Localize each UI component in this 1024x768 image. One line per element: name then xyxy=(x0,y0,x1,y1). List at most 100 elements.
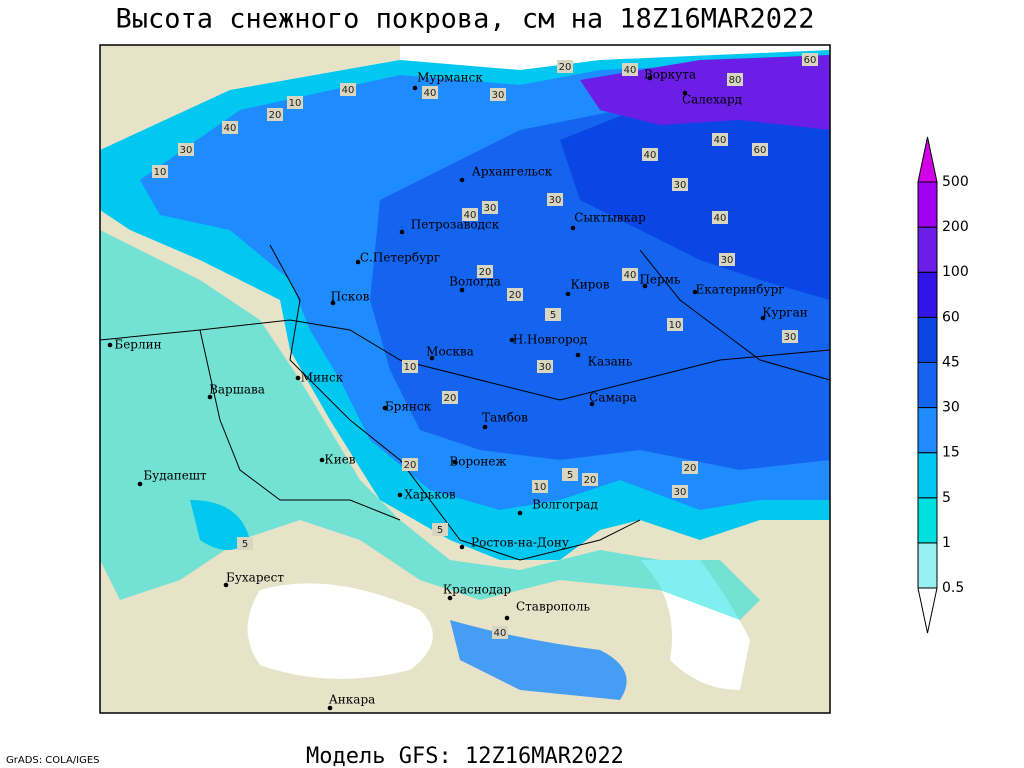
city-dot xyxy=(397,492,403,498)
city-label: Москва xyxy=(426,345,474,359)
contour-label-text: 30 xyxy=(549,195,562,206)
contour-label-box xyxy=(672,178,688,191)
city-label: Псков xyxy=(331,290,370,304)
snow-caucasus xyxy=(450,620,627,700)
contour-label-text: 10 xyxy=(534,482,547,493)
colorbar-segment xyxy=(917,361,938,409)
contour-label: 40 xyxy=(492,626,508,639)
city-label: Брянск xyxy=(385,400,432,414)
city-dot xyxy=(682,90,688,96)
contour-label-box xyxy=(545,308,561,321)
city-dot xyxy=(412,85,418,91)
contour-label-box xyxy=(622,268,638,281)
contour-label-box xyxy=(672,485,688,498)
contour-label: 20 xyxy=(682,461,698,474)
contour-label-box xyxy=(582,473,598,486)
contour-label-box xyxy=(340,83,356,96)
contour-label: 20 xyxy=(582,473,598,486)
city-dot xyxy=(517,510,523,516)
contour-label-box xyxy=(727,73,743,86)
colorbar-segment xyxy=(917,271,938,318)
contour-label-text: 40 xyxy=(224,123,237,134)
city-dot xyxy=(295,375,301,381)
contour-label-box xyxy=(402,360,418,373)
city-label: Воронеж xyxy=(449,455,506,469)
contour-label-text: 30 xyxy=(674,180,687,191)
contour-label-text: 20 xyxy=(584,475,597,486)
contour-label: 10 xyxy=(152,165,168,178)
city-dot xyxy=(223,582,229,588)
contour-label-text: 40 xyxy=(714,135,727,146)
city-label: Киев xyxy=(324,453,355,467)
colorbar-label: 500 xyxy=(942,174,969,190)
contour-label: 30 xyxy=(672,485,688,498)
city-label: Волгоград xyxy=(532,498,598,512)
city-label: Краснодар xyxy=(443,583,512,597)
contour-label: 60 xyxy=(752,143,768,156)
city-label: С.Петербург xyxy=(360,251,440,265)
colorbar-label: 15 xyxy=(942,445,960,461)
map: 20 40 80 60 40 20 30 40 10 40 30 40 60 40 30 10 30 40 30 40… xyxy=(99,44,831,714)
city-dot xyxy=(399,229,405,235)
contour-label-text: 40 xyxy=(464,210,477,221)
contour-label-text: 60 xyxy=(754,145,767,156)
city-label: Казань xyxy=(588,355,633,369)
city-dot xyxy=(570,225,576,231)
contour-label-box xyxy=(402,458,418,471)
city-label: Архангельск xyxy=(472,165,553,179)
contour-label-box xyxy=(477,265,493,278)
colorbar-segment xyxy=(917,452,938,499)
colorbar-label: 45 xyxy=(942,354,960,370)
contour-label-text: 30 xyxy=(492,90,505,101)
colorbar-high-triangle xyxy=(917,136,938,183)
colorbar-low-triangle xyxy=(917,587,938,634)
contour-label: 40 xyxy=(222,121,238,134)
city-dot xyxy=(459,544,465,550)
black-sea xyxy=(247,583,433,679)
contour-label-text: 30 xyxy=(180,145,193,156)
city-label: Бухарест xyxy=(226,571,284,585)
contour-label-text: 10 xyxy=(289,98,302,109)
contour-label-box xyxy=(642,148,658,161)
city-label: Ставрополь xyxy=(516,600,590,614)
city-label: Екатеринбург xyxy=(695,283,784,297)
city-label: Киров xyxy=(571,278,610,292)
snow-100-200 xyxy=(580,55,830,130)
colorbar-segment xyxy=(917,181,938,228)
contour-label-text: 10 xyxy=(154,167,167,178)
contour-label: 30 xyxy=(547,193,563,206)
contour-label: 80 xyxy=(727,73,743,86)
contour-label-text: 40 xyxy=(644,150,657,161)
contour-label-box xyxy=(557,60,573,73)
contour-label-text: 20 xyxy=(404,460,417,471)
contour-label-box xyxy=(712,211,728,224)
contour-label-box xyxy=(432,523,448,536)
border xyxy=(639,249,831,381)
city-dot xyxy=(509,337,515,343)
contour-label-text: 5 xyxy=(242,539,248,550)
colorbar-label: 100 xyxy=(942,264,969,280)
snow-1-5 xyxy=(100,230,760,620)
contour-label: 30 xyxy=(719,253,735,266)
city-dot xyxy=(459,177,465,183)
city-label: Берлин xyxy=(114,338,161,352)
contour-label: 30 xyxy=(782,330,798,343)
contour-label-text: 10 xyxy=(669,320,682,331)
contour-label: 10 xyxy=(402,360,418,373)
border xyxy=(199,329,401,521)
contour-label-text: 40 xyxy=(424,88,437,99)
contour-label-box xyxy=(222,121,238,134)
contour-label-text: 20 xyxy=(444,393,457,404)
contour-label: 30 xyxy=(490,88,506,101)
city-dot xyxy=(589,401,595,407)
city-label: Харьков xyxy=(404,488,456,502)
contour-label-box xyxy=(712,133,728,146)
colorbar-label: 60 xyxy=(942,309,960,325)
contour-label-text: 30 xyxy=(721,255,734,266)
credit: GrADS: COLA/IGES xyxy=(6,755,100,766)
contour-label-text: 20 xyxy=(559,62,572,73)
city-dot xyxy=(319,457,325,463)
map-title: Высота снежного покрова, см на 18Z16MAR2… xyxy=(116,4,815,35)
city-label: Пермь xyxy=(639,273,681,287)
city-label: Сыктывкар xyxy=(574,211,646,225)
